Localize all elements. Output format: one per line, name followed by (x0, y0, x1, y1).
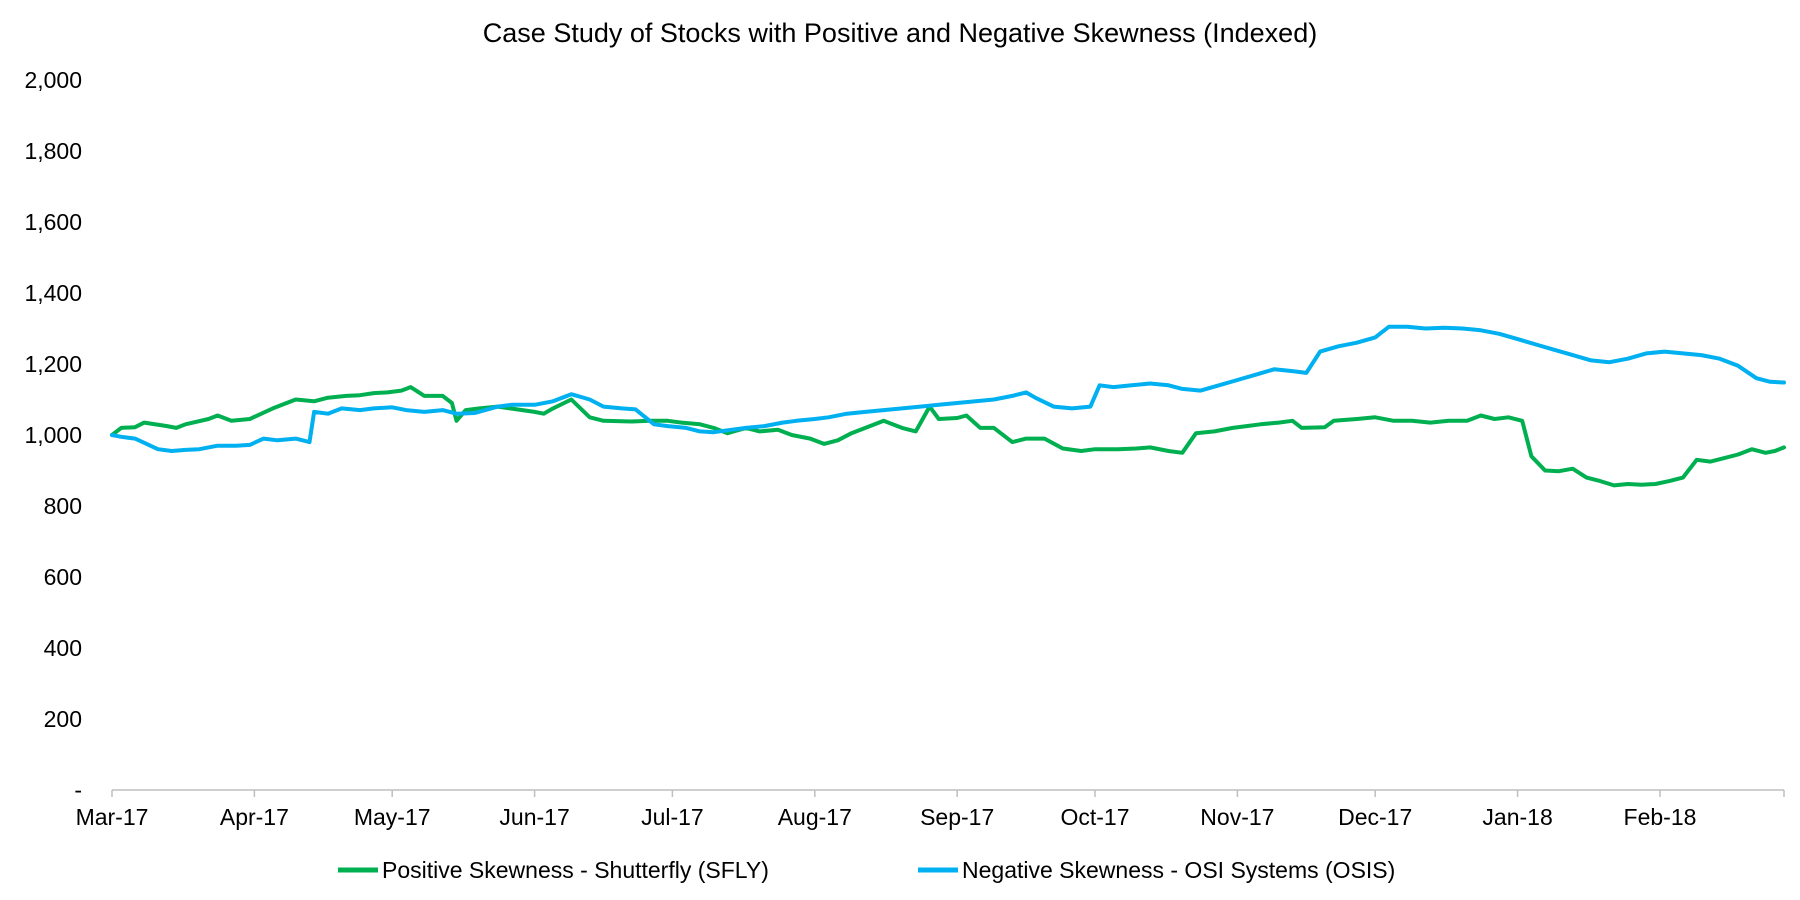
series-line-2 (110, 324, 1786, 453)
x-axis: Mar-17 Apr-17 May-17 Jun-17 Jul-17 Aug-17 Sep-… (76, 789, 1785, 830)
legend-label: Negative Skewness - OSI Systems (OSIS) (962, 857, 1395, 883)
series-line-1 (110, 385, 1786, 488)
chart-title: Case Study of Stocks with Positive and N… (483, 18, 1317, 48)
y-tick-label: 1,200 (24, 351, 82, 377)
x-tick-label: Sep-17 (920, 804, 994, 830)
x-tick-label: Apr-17 (220, 804, 289, 830)
x-tick-label: Jul-17 (641, 804, 704, 830)
x-tick-label: Feb-18 (1624, 804, 1697, 830)
x-tick-label: Oct-17 (1060, 804, 1129, 830)
y-tick-label: 1,000 (24, 422, 82, 448)
x-tick-label: May-17 (354, 804, 431, 830)
plot-area (110, 324, 1786, 488)
y-tick-label: 1,800 (24, 138, 82, 164)
y-tick-label: 400 (44, 635, 82, 661)
y-tick-label: 1,400 (24, 280, 82, 306)
legend-label: Positive Skewness - Shutterfly (SFLY) (382, 857, 769, 883)
y-tick-label: - (74, 777, 82, 803)
x-tick-label: Aug-17 (778, 804, 852, 830)
y-tick-label: 200 (44, 706, 82, 732)
x-tick-label: Nov-17 (1200, 804, 1274, 830)
legend: Positive Skewness - Shutterfly (SFLY) Neg… (338, 857, 1395, 883)
x-tick-label: Mar-17 (76, 804, 149, 830)
x-tick-label: Jun-17 (499, 804, 569, 830)
y-tick-label: 800 (44, 493, 82, 519)
x-tick-label: Jan-18 (1482, 804, 1552, 830)
x-tick-label: Dec-17 (1338, 804, 1412, 830)
y-axis: - 200 400 600 800 1,000 1,200 1,400 1,600 1,800 2,… (24, 67, 82, 803)
y-tick-label: 1,600 (24, 209, 82, 235)
y-tick-label: 2,000 (24, 67, 82, 93)
y-tick-label: 600 (44, 564, 82, 590)
